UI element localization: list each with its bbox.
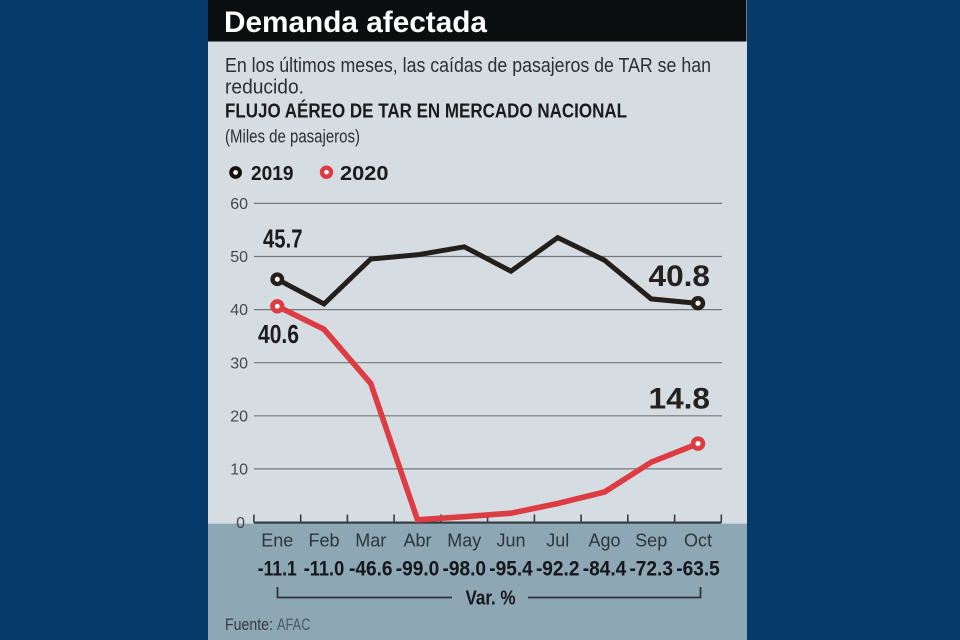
svg-text:May: May <box>447 531 481 551</box>
svg-text:10: 10 <box>230 462 248 479</box>
svg-text:Abr: Abr <box>403 531 431 551</box>
svg-text:En los últimos meses, las caíd: En los últimos meses, las caídas de pasa… <box>225 55 711 77</box>
svg-text:Var. %: Var. % <box>466 587 516 610</box>
svg-text:-99.0: -99.0 <box>396 558 440 581</box>
svg-text:Demanda afectada: Demanda afectada <box>224 6 488 39</box>
svg-text:50: 50 <box>230 249 248 266</box>
svg-text:-92.2: -92.2 <box>536 558 580 581</box>
svg-text:FLUJO AÉREO DE TAR EN MERCADO: FLUJO AÉREO DE TAR EN MERCADO NACIONAL <box>225 100 627 123</box>
svg-text:30: 30 <box>230 355 248 372</box>
svg-text:40.8: 40.8 <box>649 260 711 293</box>
svg-text:60: 60 <box>230 196 248 213</box>
svg-text:0: 0 <box>236 515 245 532</box>
svg-text:(Miles de pasajeros): (Miles de pasajeros) <box>225 127 360 147</box>
svg-text:-63.5: -63.5 <box>676 558 720 581</box>
svg-text:45.7: 45.7 <box>263 226 303 254</box>
svg-text:Mar: Mar <box>355 531 386 551</box>
svg-text:40: 40 <box>230 302 248 319</box>
svg-text:14.8: 14.8 <box>649 382 711 415</box>
svg-text:-98.0: -98.0 <box>443 558 487 581</box>
svg-text:Ene: Ene <box>261 531 293 551</box>
svg-text:20: 20 <box>230 408 248 425</box>
svg-text:reducido.: reducido. <box>225 76 304 98</box>
svg-text:-84.4: -84.4 <box>583 558 627 581</box>
svg-text:2020: 2020 <box>340 162 389 185</box>
svg-text:-46.6: -46.6 <box>349 558 393 581</box>
svg-text:40.6: 40.6 <box>258 321 299 349</box>
svg-text:Oct: Oct <box>684 531 712 551</box>
svg-text:Ago: Ago <box>588 531 620 551</box>
svg-text:Jul: Jul <box>546 531 569 551</box>
svg-text:-11.0: -11.0 <box>304 558 345 581</box>
svg-text:Jun: Jun <box>496 531 525 551</box>
svg-text:-11.1: -11.1 <box>258 558 297 581</box>
svg-text:-72.3: -72.3 <box>629 558 673 581</box>
svg-text:Fuente:: Fuente: <box>225 616 273 634</box>
svg-text:Sep: Sep <box>635 531 667 551</box>
svg-text:Feb: Feb <box>308 531 339 551</box>
svg-text:-95.4: -95.4 <box>489 558 533 581</box>
svg-text:2019: 2019 <box>251 162 294 185</box>
svg-text:AFAC: AFAC <box>277 616 311 634</box>
